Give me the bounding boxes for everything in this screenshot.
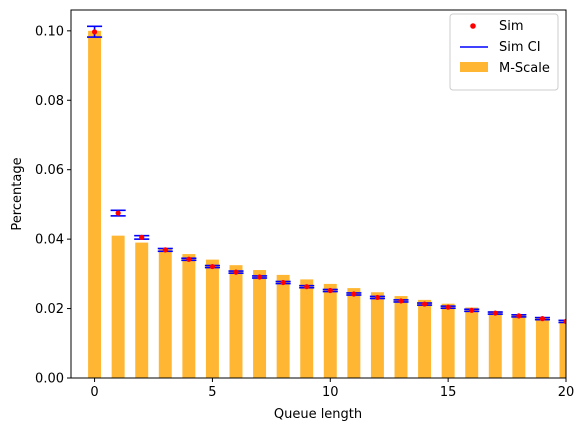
y-tick-label: 0.10 [35,24,64,39]
sim-point [280,279,286,286]
sim-point [445,304,451,310]
bar [88,30,102,378]
bar [300,279,314,378]
legend-marker-sim [470,23,476,29]
bar [205,259,219,378]
bar [441,303,455,378]
bar [559,321,566,378]
bar [229,265,243,378]
sim-point [516,313,522,319]
legend-label-sim-ci: Sim CI [499,40,541,55]
x-tick-label: 20 [558,385,575,400]
bars-layer [88,30,566,378]
sim-point [563,318,566,325]
legend-label-m-scale: M-Scale [499,61,550,76]
bar [488,310,502,378]
x-axis-label: Queue length [274,407,362,422]
sim-point [398,298,404,304]
bar [512,314,526,378]
bar [158,248,172,378]
bar [135,242,149,378]
y-tick-label: 0.06 [35,163,64,178]
plot-frame [70,9,567,379]
y-tick-label: 0.00 [35,372,64,387]
sim-point [91,29,98,35]
bar [394,296,408,378]
sim-point [162,247,168,253]
y-tick-label: 0.02 [35,302,64,317]
bar [418,299,432,378]
sim-point [374,294,381,301]
bar [323,283,337,378]
x-tick-label: 15 [440,385,457,400]
x-axis: 0 5 10 15 20 [90,378,574,400]
x-tick-label: 10 [322,385,339,400]
legend: Sim Sim CI M-Scale [449,13,559,91]
sim-point [351,291,357,297]
sim-point [209,263,216,270]
legend-label-sim: Sim [499,19,524,34]
sim-point [115,210,121,216]
bar [253,270,267,378]
sim-point [327,287,333,294]
bar [182,254,196,378]
y-axis-label: Percentage [10,157,25,230]
bar [465,307,479,378]
bar [347,288,361,378]
sim-point [139,234,145,240]
y-tick-label: 0.04 [35,233,64,248]
sim-point [256,274,263,280]
y-axis: 0.00 0.02 0.04 0.06 0.08 0.10 [35,24,71,387]
sim-point [421,301,428,307]
legend-marker-m-scale [460,62,488,72]
x-tick-label: 0 [90,385,98,400]
x-tick-label: 5 [208,385,216,400]
y-tick-label: 0.08 [35,94,64,109]
bar [276,274,290,378]
bar [370,292,384,378]
bar [535,317,549,378]
points-layer [91,29,566,325]
bar [111,235,125,378]
sim-point [304,284,310,290]
sim-point [539,316,546,322]
sim-point [233,269,239,275]
sim-point [492,310,498,316]
sim-point [469,307,475,313]
sim-point [186,256,192,262]
